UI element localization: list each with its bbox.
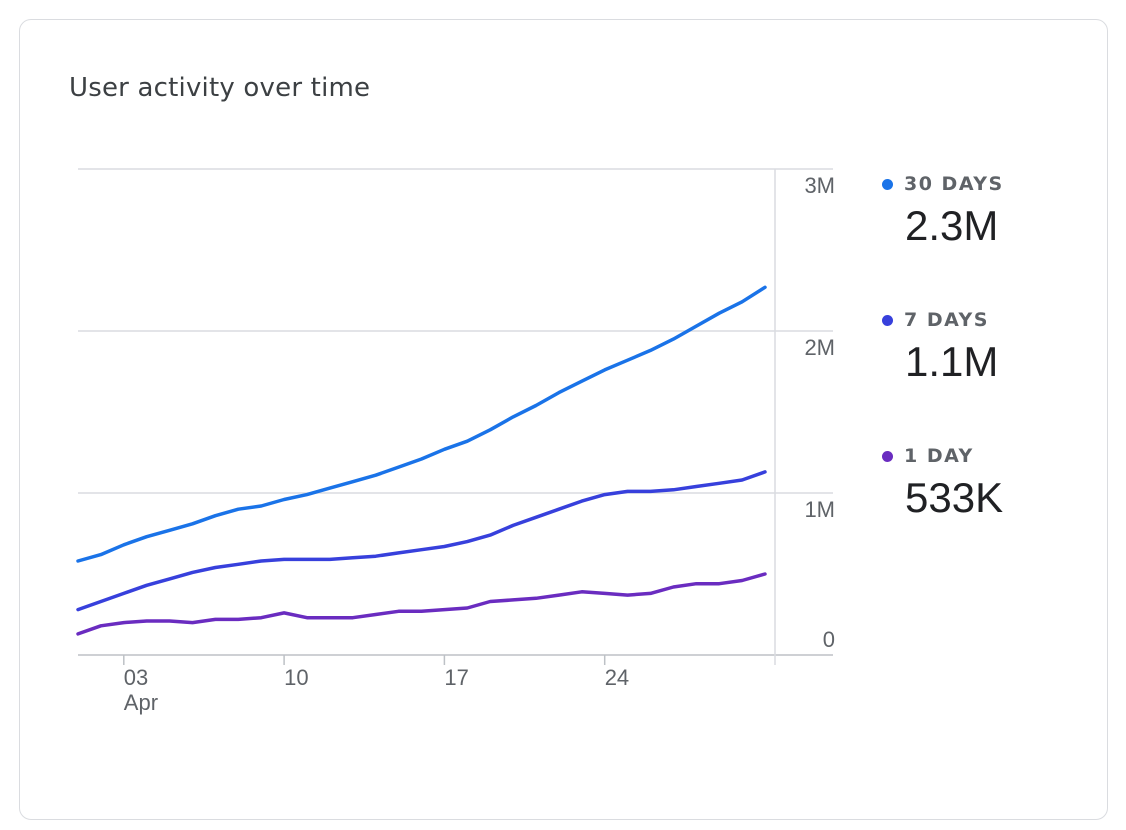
series-lines [76,285,767,636]
y-tick-label: 0 [823,627,835,652]
card-title: User activity over time [69,73,371,103]
legend-dot-7-days [882,314,893,326]
gridlines [78,168,833,665]
legend: 30 DAYS 2.3M 7 DAYS 1.1M 1 DAY 533K [882,170,1004,578]
legend-value: 533K [905,474,1004,521]
series-line-7-days[interactable] [76,470,767,612]
legend-label: 7 DAYS [904,309,989,331]
x-tick-label: 03 [124,665,148,690]
chart-card: User activity over time [19,19,1108,820]
legend-item-30-days[interactable]: 30 DAYS 2.3M [882,170,1004,306]
legend-item-1-day[interactable]: 1 DAY 533K [882,442,1004,578]
legend-dot-30-days [882,178,893,190]
legend-label: 1 DAY [904,445,974,467]
legend-label: 30 DAYS [904,173,1004,195]
x-tick-label: 10 [284,665,308,690]
legend-item-7-days[interactable]: 7 DAYS 1.1M [882,306,1004,442]
x-tick-sublabel: Apr [124,690,158,715]
y-tick-label: 2M [804,335,835,360]
legend-dot-1-day [882,450,893,462]
y-tick-label: 3M [804,173,835,198]
x-tick-label: 24 [605,665,629,690]
series-line-1-day[interactable] [76,572,767,636]
series-line-30-days[interactable] [76,285,767,563]
y-tick-label: 1M [804,497,835,522]
x-tick-label: 17 [444,665,468,690]
legend-value: 1.1M [905,338,999,385]
y-axis-ticks: 0 1M 2M 3M [804,173,835,652]
legend-value: 2.3M [905,202,999,249]
